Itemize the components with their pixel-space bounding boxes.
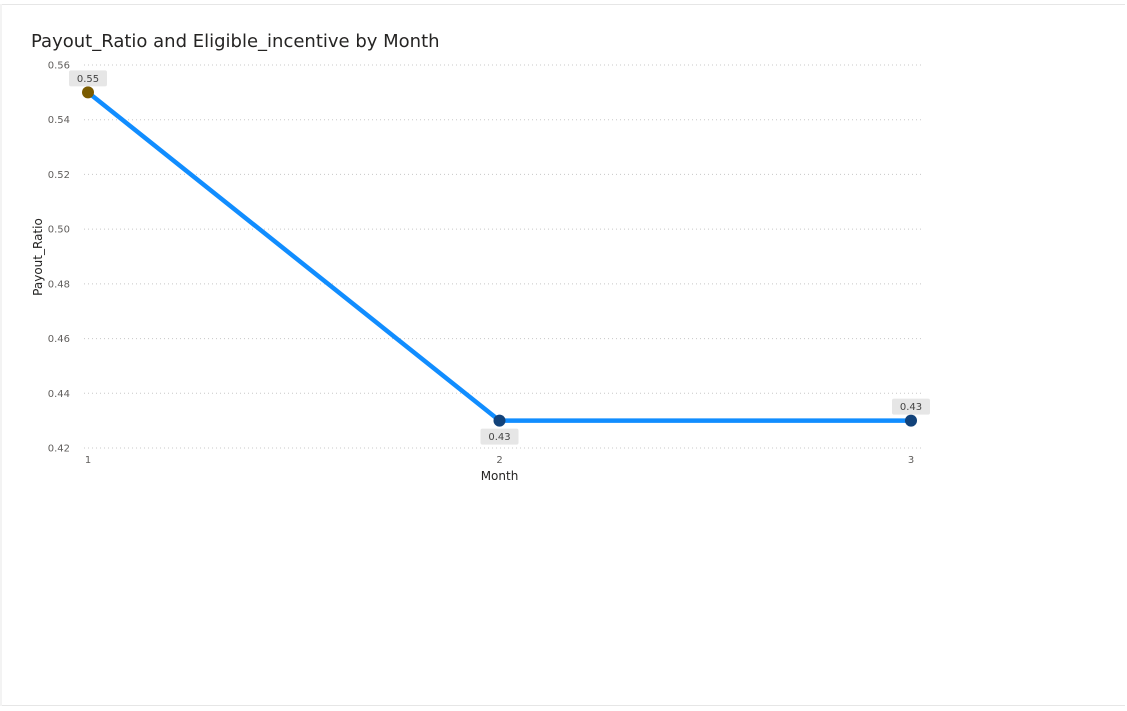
data-label: 0.55 bbox=[69, 70, 107, 87]
y-tick-label: 0.52 bbox=[48, 170, 70, 181]
data-label: 0.43 bbox=[480, 428, 519, 445]
chart-title: Payout_Ratio and Eligible_incentive by M… bbox=[31, 31, 440, 52]
y-tick-label: 0.50 bbox=[48, 225, 70, 236]
data-labels: 0.55 0.43 0.43 bbox=[69, 70, 930, 445]
y-tick-label: 0.44 bbox=[48, 389, 70, 400]
data-point[interactable] bbox=[905, 414, 917, 427]
y-tick-label: 0.42 bbox=[48, 444, 70, 455]
y-axis-ticks: 0.42 0.44 0.46 0.48 0.50 0.52 0.54 0.56 bbox=[48, 61, 70, 455]
x-axis-title: Month bbox=[481, 469, 519, 483]
y-tick-label: 0.48 bbox=[48, 279, 70, 290]
data-label-background bbox=[69, 70, 107, 87]
x-tick-label: 2 bbox=[496, 455, 502, 466]
visual-frame-left-edge bbox=[0, 4, 2, 706]
data-label: 0.43 bbox=[892, 398, 930, 415]
y-tick-label: 0.56 bbox=[48, 61, 70, 72]
gridlines bbox=[84, 64, 921, 449]
data-point[interactable] bbox=[493, 414, 506, 427]
data-label-background bbox=[480, 428, 519, 445]
data-point[interactable] bbox=[82, 86, 94, 99]
x-tick-label: 1 bbox=[85, 455, 91, 466]
y-tick-label: 0.46 bbox=[48, 334, 70, 345]
data-label-text: 0.55 bbox=[77, 74, 99, 85]
data-label-background bbox=[892, 398, 930, 415]
y-tick-label: 0.54 bbox=[48, 115, 70, 126]
visual-frame bbox=[2, 4, 1125, 706]
series-line[interactable] bbox=[85, 90, 914, 423]
y-axis-title: Payout_Ratio bbox=[31, 218, 45, 296]
x-tick-label: 3 bbox=[908, 455, 914, 466]
data-label-text: 0.43 bbox=[900, 402, 922, 413]
x-axis-ticks: 1 2 3 bbox=[85, 455, 914, 466]
series-layer bbox=[82, 86, 917, 427]
data-label-text: 0.43 bbox=[488, 432, 510, 443]
